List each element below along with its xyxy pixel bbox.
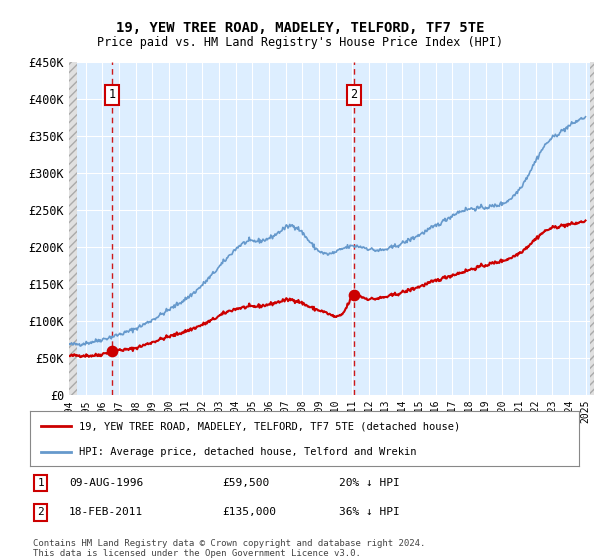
- Text: 09-AUG-1996: 09-AUG-1996: [69, 478, 143, 488]
- Text: £59,500: £59,500: [222, 478, 269, 488]
- Bar: [69, 62, 77, 395]
- Text: Contains HM Land Registry data © Crown copyright and database right 2024.: Contains HM Land Registry data © Crown c…: [33, 539, 425, 548]
- Text: 19, YEW TREE ROAD, MADELEY, TELFORD, TF7 5TE (detached house): 19, YEW TREE ROAD, MADELEY, TELFORD, TF7…: [79, 422, 461, 431]
- Text: 2: 2: [37, 507, 44, 517]
- Text: £135,000: £135,000: [222, 507, 276, 517]
- Bar: [590, 62, 594, 395]
- Text: Price paid vs. HM Land Registry's House Price Index (HPI): Price paid vs. HM Land Registry's House …: [97, 36, 503, 49]
- Text: 1: 1: [37, 478, 44, 488]
- Text: 20% ↓ HPI: 20% ↓ HPI: [339, 478, 400, 488]
- Text: HPI: Average price, detached house, Telford and Wrekin: HPI: Average price, detached house, Telf…: [79, 447, 417, 457]
- Text: 36% ↓ HPI: 36% ↓ HPI: [339, 507, 400, 517]
- Text: 2: 2: [350, 88, 358, 101]
- Text: This data is licensed under the Open Government Licence v3.0.: This data is licensed under the Open Gov…: [33, 549, 361, 558]
- Text: 18-FEB-2011: 18-FEB-2011: [69, 507, 143, 517]
- Text: 19, YEW TREE ROAD, MADELEY, TELFORD, TF7 5TE: 19, YEW TREE ROAD, MADELEY, TELFORD, TF7…: [116, 21, 484, 35]
- Point: [107, 346, 117, 355]
- Point: [349, 291, 359, 300]
- Text: 1: 1: [109, 88, 116, 101]
